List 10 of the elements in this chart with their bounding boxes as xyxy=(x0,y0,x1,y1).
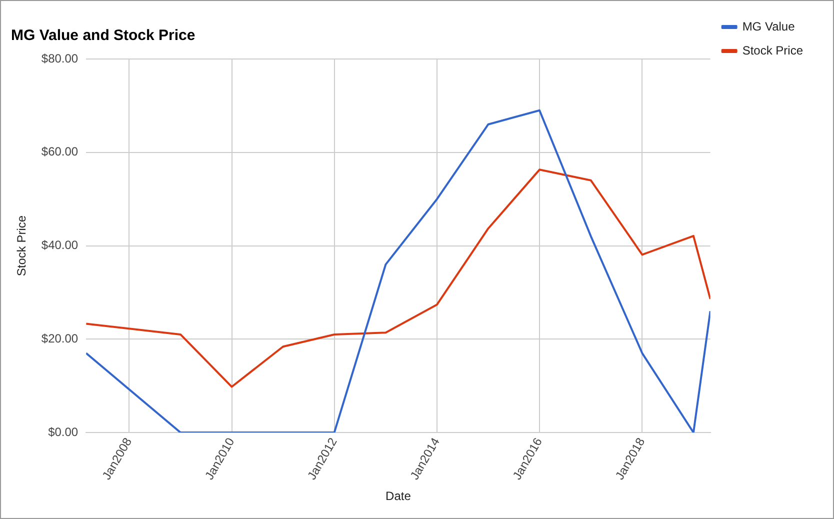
y-tick-label: $80.00 xyxy=(41,51,78,66)
chart-title: MG Value and Stock Price xyxy=(11,27,196,44)
x-axis-title: Date xyxy=(386,489,412,504)
y-tick-label: $60.00 xyxy=(41,144,78,159)
y-tick-label: $0.00 xyxy=(48,424,78,439)
y-tick-label: $20.00 xyxy=(41,331,78,346)
y-tick-label: $40.00 xyxy=(41,238,78,252)
legend-label: Stock Price xyxy=(742,43,804,58)
y-axis-title: Stock Price xyxy=(14,215,29,276)
legend-label: MG Value xyxy=(742,19,796,34)
